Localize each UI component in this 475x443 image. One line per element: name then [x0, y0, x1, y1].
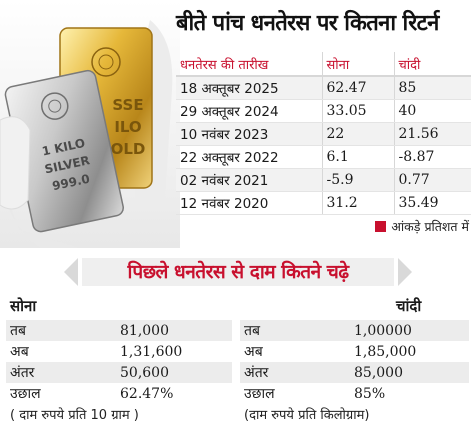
table-row: 22 अक्तूबर 2022 6.1 -8.87 — [176, 145, 471, 169]
row-date: 22 अक्तूबर 2022 — [176, 145, 322, 169]
banner-left-arrow — [64, 258, 78, 286]
silver-bar: 1 KILO SILVER 999.0 — [4, 69, 124, 233]
gold-unit-note: ( दाम रुपये प्रति 10 ग्राम ) — [10, 408, 139, 423]
header-gold: सोना — [321, 52, 394, 77]
silver-panel-title: चांदी — [396, 297, 422, 315]
price-value: 1,85,000 — [354, 343, 417, 360]
note-swatch — [375, 221, 387, 232]
table-row: 12 नवंबर 2020 31.2 35.49 — [176, 191, 471, 215]
table-row: तब 1,00000 — [240, 320, 469, 341]
returns-section: SSE ILO OLD 1 KILO SILVER 999.0 बीते पां… — [0, 0, 471, 248]
row-silver-return: -8.87 — [393, 145, 471, 169]
row-silver-return: 85 — [393, 76, 471, 100]
price-label: तब — [240, 320, 350, 341]
table-row: अब 1,31,600 — [6, 341, 232, 362]
bullion-photo: SSE ILO OLD 1 KILO SILVER 999.0 — [0, 0, 180, 248]
returns-table-header: धनतेरस की तारीख सोना चांदी — [176, 52, 471, 77]
table-row: अब 1,85,000 — [240, 341, 469, 362]
header-date: धनतेरस की तारीख — [176, 52, 322, 77]
note-text: आंकड़े प्रतिशत में — [391, 219, 469, 234]
row-silver-return: 0.77 — [393, 168, 471, 192]
silver-unit-note: (दाम रुपये प्रति किलोग्राम) — [244, 408, 370, 423]
gold-bar-text-3: OLD — [111, 140, 146, 158]
price-value: 62.47% — [120, 385, 174, 402]
gold-bar-text-1: SSE — [112, 96, 143, 114]
price-label: उछाल — [10, 386, 41, 402]
banner-band — [82, 258, 394, 286]
returns-table: धनतेरस की तारीख सोना चांदी 18 अक्तूबर 20… — [176, 52, 471, 215]
price-label: उछाल — [244, 386, 275, 402]
table-row: 02 नवंबर 2021 -5.9 0.77 — [176, 168, 471, 192]
row-gold-return: 31.2 — [321, 191, 394, 215]
row-date: 12 नवंबर 2020 — [176, 191, 322, 215]
silver-price-table: तब 1,00000 अब 1,85,000 अंतर 85,000 उछाल … — [240, 320, 469, 404]
row-date: 18 अक्तूबर 2025 — [176, 76, 322, 100]
banner-right-arrow — [398, 258, 412, 286]
row-gold-return: 62.47 — [321, 76, 394, 100]
banner-title: पिछले धनतेरस से दाम कितने चढ़े — [127, 261, 349, 283]
row-silver-return: 40 — [393, 99, 471, 123]
gold-price-table: तब 81,000 अब 1,31,600 अंतर 50,600 उछाल 6… — [6, 320, 232, 404]
percent-note: आंकड़े प्रतिशत में — [375, 218, 469, 235]
price-value: 1,00000 — [350, 320, 469, 341]
price-label: अंतर — [6, 362, 116, 383]
price-label: अब — [244, 344, 263, 360]
table-row: 18 अक्तूबर 2025 62.47 85 — [176, 76, 471, 100]
row-gold-return: 33.05 — [321, 99, 394, 123]
gold-panel-title: सोना — [10, 297, 37, 315]
price-label: अंतर — [240, 362, 350, 383]
row-silver-return: 35.49 — [393, 191, 471, 215]
table-row: उछाल 85% — [240, 383, 469, 404]
table-row: उछाल 62.47% — [6, 383, 232, 404]
table-row: 29 अक्तूबर 2024 33.05 40 — [176, 99, 471, 123]
row-gold-return: 6.1 — [321, 145, 394, 169]
row-date: 10 नवंबर 2023 — [176, 122, 322, 146]
price-value: 1,31,600 — [120, 343, 183, 360]
header-silver: चांदी — [393, 52, 471, 77]
row-date: 29 अक्तूबर 2024 — [176, 99, 322, 123]
price-label: तब — [6, 320, 116, 341]
price-banner: पिछले धनतेरस से दाम कितने चढ़े — [64, 254, 412, 290]
price-value: 81,000 — [116, 320, 232, 341]
price-label: अब — [10, 344, 29, 360]
table-row: अंतर 85,000 — [240, 362, 469, 383]
gold-bar-text-2: ILO — [114, 118, 141, 136]
price-value: 85% — [354, 385, 386, 402]
row-date: 02 नवंबर 2021 — [176, 168, 322, 192]
table-row: 10 नवंबर 2023 22 21.56 — [176, 122, 471, 146]
row-silver-return: 21.56 — [393, 122, 471, 146]
table-row: तब 81,000 — [6, 320, 232, 341]
row-gold-return: -5.9 — [321, 168, 394, 192]
headline: बीते पांच धनतेरस पर कितना रिटर्न — [176, 11, 439, 36]
row-gold-return: 22 — [321, 122, 394, 146]
table-row: अंतर 50,600 — [6, 362, 232, 383]
price-value: 50,600 — [116, 362, 232, 383]
price-value: 85,000 — [350, 362, 469, 383]
